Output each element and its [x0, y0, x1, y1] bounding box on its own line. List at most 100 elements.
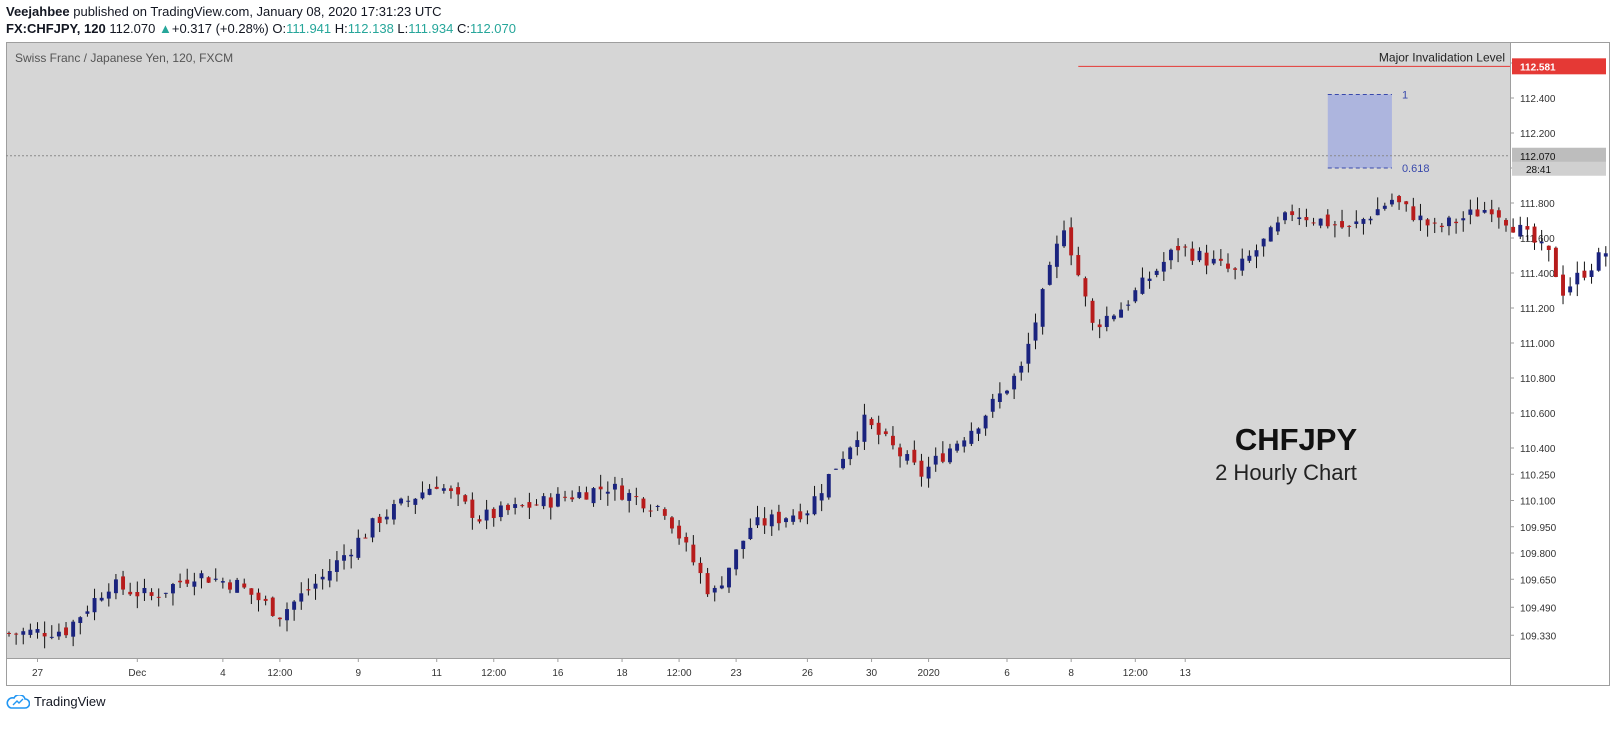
overlay-subtitle: 2 Hourly Chart [1215, 460, 1357, 485]
candle-body [1525, 226, 1530, 230]
x-tick-label: 8 [1068, 668, 1074, 679]
open-value: 111.941 [286, 21, 332, 36]
candle-body [541, 496, 546, 507]
candle-body [199, 573, 204, 579]
x-tick-label: 16 [552, 668, 564, 679]
footer-brand[interactable]: TradingView [6, 694, 106, 709]
y-tick-label: 109.950 [1520, 523, 1557, 534]
candle-body [584, 492, 589, 500]
y-tick-label: 110.250 [1520, 470, 1556, 481]
candle-body [1511, 226, 1516, 233]
candle-body [883, 431, 888, 435]
candle-body [648, 510, 653, 512]
candle-body [249, 588, 254, 595]
candle-body [812, 496, 817, 515]
candle-body [719, 585, 724, 589]
candle-body [342, 555, 347, 561]
invalidation-price-label: 112.581 [1520, 62, 1556, 73]
candle-body [399, 498, 404, 504]
candle-body [1518, 224, 1523, 237]
candle-body [1418, 215, 1423, 221]
candle-body [605, 491, 610, 494]
candle-body [85, 611, 90, 614]
x-tick-label: 30 [866, 668, 878, 679]
candle-body [919, 460, 924, 477]
candle-body [805, 513, 810, 516]
candle-body [21, 631, 26, 635]
close-value: 112.070 [469, 21, 516, 36]
candle-body [534, 504, 539, 506]
chart-container[interactable]: 112.600112.400112.200112.000111.800111.6… [6, 42, 1610, 686]
candle-body [798, 511, 803, 520]
y-tick-label: 109.330 [1520, 631, 1557, 642]
brand-name: TradingView [34, 694, 106, 709]
candle-body [520, 505, 525, 507]
candle-body [912, 449, 917, 463]
y-tick-label: 111.400 [1520, 269, 1555, 280]
candle-body [1304, 217, 1309, 221]
x-tick-label: 12:00 [481, 668, 506, 679]
candle-body [1561, 274, 1565, 296]
candle-body [441, 488, 446, 491]
candle-body [49, 636, 54, 638]
x-tick-label: 2020 [917, 668, 940, 679]
candle-body [270, 597, 275, 616]
candle-body [142, 587, 147, 594]
candle-body [1404, 201, 1409, 205]
candle-body [976, 428, 981, 434]
candle-body [826, 474, 831, 498]
candle-body [712, 587, 717, 593]
candle-body [1097, 324, 1102, 328]
candle-body [1226, 263, 1230, 269]
candle-body [384, 516, 389, 520]
candle-body [876, 422, 881, 435]
y-tick-label: 111.600 [1520, 234, 1555, 245]
candle-body [655, 505, 660, 507]
candle-body [890, 435, 895, 446]
candle-body [427, 488, 432, 495]
candle-body [1062, 230, 1066, 247]
candle-body [769, 514, 774, 527]
candle-body [762, 518, 767, 526]
candle-body [1582, 270, 1587, 278]
candle-body [997, 393, 1002, 402]
chart-border [6, 42, 1610, 686]
candle-body [292, 601, 297, 610]
candle-body [477, 519, 482, 522]
candle-body [1026, 343, 1031, 364]
candle-body [491, 508, 496, 519]
candle-body [1090, 300, 1095, 323]
y-tick-label: 110.600 [1520, 409, 1556, 420]
candle-body [135, 592, 140, 597]
candle-body [178, 580, 183, 583]
candle-body [1568, 286, 1573, 293]
candle-body [948, 448, 952, 463]
countdown-label: 28:41 [1526, 165, 1551, 176]
price-chart[interactable]: 112.600112.400112.200112.000111.800111.6… [6, 42, 1610, 686]
candle-body [841, 458, 846, 469]
author-name[interactable]: Veejahbee [6, 4, 70, 19]
candle-body [691, 544, 696, 563]
candle-body [1589, 270, 1594, 277]
candle-body [14, 633, 19, 635]
candle-body [1190, 248, 1195, 261]
candle-body [862, 414, 867, 442]
candle-body [727, 567, 731, 588]
candle-body [855, 440, 860, 447]
candle-body [819, 493, 824, 501]
candle-body [741, 540, 746, 550]
change-arrow-icon: ▲ [158, 21, 172, 36]
candle-body [1546, 245, 1551, 250]
current-price-label: 112.070 [1520, 152, 1556, 163]
candle-body [334, 560, 339, 572]
candle-body [1283, 212, 1287, 221]
candle-body [1382, 205, 1387, 209]
candle-body [1539, 241, 1544, 244]
candle-body [669, 517, 674, 529]
candle-body [1461, 218, 1466, 221]
candle-body [1332, 224, 1337, 226]
candle-body [1154, 270, 1159, 275]
candle-body [256, 592, 261, 601]
candle-body [449, 488, 453, 492]
candle-body [1347, 225, 1352, 227]
